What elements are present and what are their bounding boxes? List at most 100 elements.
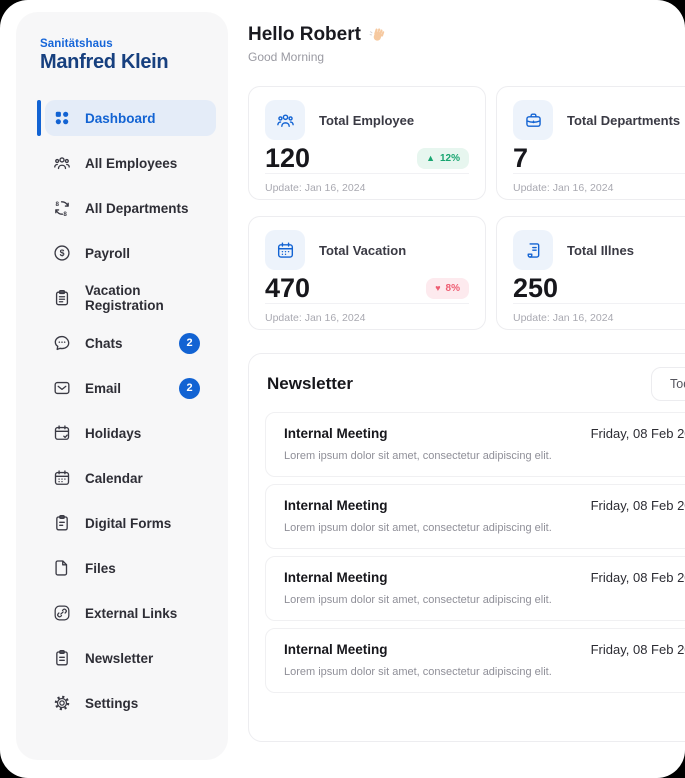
files-icon (52, 558, 72, 578)
newsletter-icon (52, 648, 72, 668)
sidebar-item-all-departments[interactable]: 8 8 All Departments (38, 190, 212, 226)
holidays-icon (52, 423, 72, 443)
employees-icon (265, 100, 305, 140)
newsletter-item-date: Friday, 08 Feb 2025 (590, 426, 685, 441)
newsletter-item-date: Friday, 08 Feb 2025 (590, 570, 685, 585)
briefcase-icon (513, 100, 553, 140)
sidebar-nav: Dashboard All Employees 8 (16, 100, 228, 721)
illness-document-icon (513, 230, 553, 270)
stat-card-value: 7 (513, 142, 529, 173)
sidebar-item-newsletter[interactable]: Newsletter (38, 640, 212, 676)
svg-text:8: 8 (63, 211, 67, 218)
digital-forms-icon (52, 513, 72, 533)
sidebar-item-payroll[interactable]: $ Payroll (38, 235, 212, 271)
sidebar-item-all-employees[interactable]: All Employees (38, 145, 212, 181)
departments-icon: 8 8 (52, 198, 72, 218)
external-links-icon (52, 603, 72, 623)
sidebar-item-holidays[interactable]: Holidays (38, 415, 212, 451)
sidebar-item-label: All Employees (85, 155, 178, 171)
sidebar: Sanitätshaus Manfred Klein Dashboard (16, 12, 228, 760)
newsletter-item-title: Internal Meeting (284, 570, 388, 585)
stat-card-total-illnes: Total Illnes 250 Update: Jan 16, 2024 (496, 216, 685, 330)
newsletter-item-date: Friday, 08 Feb 2025 (590, 498, 685, 513)
sidebar-item-label: Settings (85, 695, 139, 711)
payroll-icon: $ (52, 243, 72, 263)
sidebar-item-dashboard[interactable]: Dashboard (37, 100, 216, 136)
vacation-registration-icon (52, 288, 72, 308)
stat-card-value: 120 (265, 142, 311, 173)
stat-card-label: Total Departments (567, 112, 681, 128)
newsletter-item-description: Lorem ipsum dolor sit amet, consectetur … (284, 666, 552, 678)
trend-down-icon: ♥ (435, 282, 441, 293)
brand-tagline: Sanitätshaus (40, 38, 113, 50)
stat-card-total-departments: Total Departments 7 Update: Jan 16, 2024 (496, 86, 685, 200)
email-icon (52, 378, 72, 398)
brand-name: Manfred Klein (40, 51, 169, 73)
newsletter-item-title: Internal Meeting (284, 642, 388, 657)
newsletter-item[interactable]: Internal Meeting Friday, 08 Feb 2025 Lor… (265, 628, 685, 693)
greeting-subtitle: Good Morning (248, 50, 325, 64)
sidebar-item-calendar[interactable]: Calendar (38, 460, 212, 496)
greeting-block: Hello Robert Good Morning (248, 24, 685, 64)
brand-logo: Sanitätshaus Manfred Klein (16, 12, 228, 74)
sidebar-item-external-links[interactable]: External Links (38, 595, 212, 631)
stat-card-updated: Update: Jan 16, 2024 (265, 173, 469, 203)
sidebar-item-label: Calendar (85, 470, 143, 486)
calendar-icon (52, 468, 72, 488)
sidebar-item-vacation-registration[interactable]: Vacation Registration (38, 280, 212, 316)
newsletter-title: Newsletter (267, 374, 353, 393)
sidebar-item-label: All Departments (85, 200, 189, 216)
sidebar-item-label: External Links (85, 605, 178, 621)
employees-icon (52, 153, 72, 173)
newsletter-item[interactable]: Internal Meeting Friday, 08 Feb 2025 Lor… (265, 556, 685, 621)
stat-card-value: 470 (265, 272, 311, 303)
trend-down-badge: ♥ 8% (426, 277, 469, 299)
trend-up-icon: ▲ (426, 152, 435, 163)
gear-icon (52, 693, 72, 713)
newsletter-item-title: Internal Meeting (284, 426, 388, 441)
today-filter-button[interactable]: Today ▼ (651, 367, 685, 401)
sidebar-item-label: Digital Forms (85, 515, 172, 531)
sidebar-item-label: Vacation Registration (85, 283, 164, 313)
stat-card-updated: Update: Jan 16, 2024 (513, 173, 685, 203)
sidebar-item-digital-forms[interactable]: Digital Forms (38, 505, 212, 541)
sidebar-item-label: Email (85, 380, 122, 396)
stat-card-updated: Update: Jan 16, 2024 (265, 303, 469, 333)
dashboard-grid-icon (52, 108, 72, 128)
sidebar-item-label: Payroll (85, 245, 131, 261)
wave-emoji-icon (368, 26, 387, 45)
newsletter-item[interactable]: Internal Meeting Friday, 08 Feb 2025 Lor… (265, 484, 685, 549)
sidebar-item-label: Dashboard (85, 110, 156, 126)
newsletter-panel: Newsletter Today ▼ Internal Meeting Frid… (248, 353, 685, 742)
newsletter-item-description: Lorem ipsum dolor sit amet, consectetur … (284, 594, 552, 606)
sidebar-item-label: Newsletter (85, 650, 154, 666)
stat-card-total-employee: Total Employee 120 ▲ 12% Update: Jan 16,… (248, 86, 486, 200)
stats-grid: Total Employee 120 ▲ 12% Update: Jan 16,… (248, 86, 685, 330)
sidebar-item-label: Chats (85, 335, 123, 351)
sidebar-item-files[interactable]: Files (38, 550, 212, 586)
stat-card-label: Total Employee (319, 112, 415, 128)
main-content: Hello Robert Good Morning (248, 0, 685, 742)
stat-card-total-vacation: Total Vacation 470 ♥ 8% Update: Jan 16, … (248, 216, 486, 330)
sidebar-item-label: Files (85, 560, 116, 576)
newsletter-item-title: Internal Meeting (284, 498, 388, 513)
chats-unread-badge: 2 (179, 332, 200, 354)
chats-icon (52, 333, 72, 353)
stat-card-label: Total Illnes (567, 242, 634, 258)
stat-card-value: 250 (513, 272, 559, 303)
stat-card-label: Total Vacation (319, 242, 407, 258)
sidebar-item-settings[interactable]: Settings (38, 685, 212, 721)
trend-up-badge: ▲ 12% (417, 147, 469, 169)
page-title: Hello Robert (248, 24, 361, 45)
sidebar-item-email[interactable]: Email 2 (38, 370, 212, 406)
sidebar-item-chats[interactable]: Chats 2 (38, 325, 212, 361)
newsletter-item-description: Lorem ipsum dolor sit amet, consectetur … (284, 522, 552, 534)
sidebar-item-label: Holidays (85, 425, 142, 441)
newsletter-item-description: Lorem ipsum dolor sit amet, consectetur … (284, 450, 552, 462)
calendar-icon (265, 230, 305, 270)
newsletter-item[interactable]: Internal Meeting Friday, 08 Feb 2025 Lor… (265, 412, 685, 477)
svg-text:$: $ (60, 248, 65, 258)
newsletter-item-date: Friday, 08 Feb 2025 (590, 642, 685, 657)
email-unread-badge: 2 (179, 377, 200, 399)
